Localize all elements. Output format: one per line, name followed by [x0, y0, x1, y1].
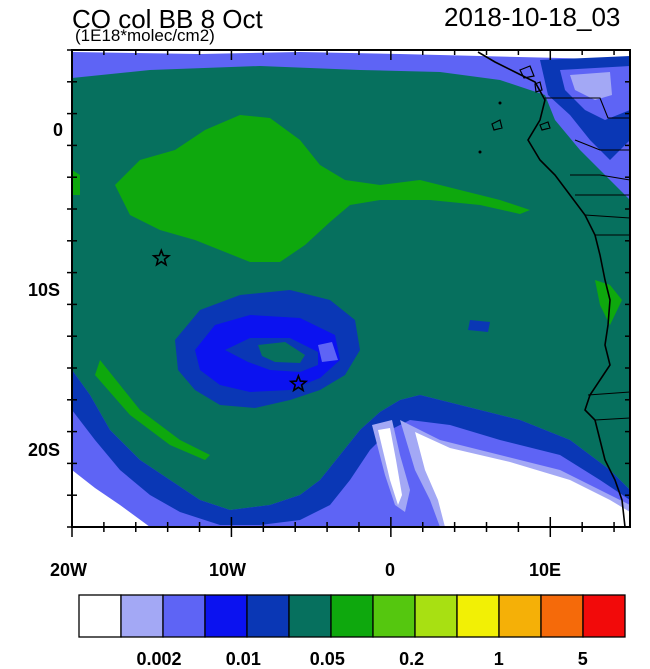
colorbar-box	[582, 594, 626, 638]
colorbar-box	[372, 594, 416, 638]
xtick-label: 0	[385, 560, 396, 580]
colorbar-label: 5	[577, 649, 588, 669]
colorbar-box	[498, 594, 542, 638]
colorbar-label: 1	[493, 649, 504, 669]
colorbar	[78, 594, 626, 638]
ytick-label: 0	[53, 120, 64, 140]
star-marker	[151, 248, 172, 267]
colorbar-box	[540, 594, 584, 638]
borders	[545, 97, 631, 421]
xtick-label: 10E	[529, 560, 562, 580]
colorbar-label: 0.002	[136, 649, 182, 669]
colorbar-label: 0.05	[309, 649, 345, 669]
axis-ticks	[67, 49, 630, 537]
map-frame	[71, 49, 631, 528]
xtick-label: 20W	[50, 560, 88, 580]
colorbar-label: 0.01	[225, 649, 261, 669]
colorbar-box	[288, 594, 332, 638]
colorbar-box	[414, 594, 458, 638]
coastline	[477, 51, 626, 528]
colorbar-label: 0.2	[399, 649, 425, 669]
colorbar-box	[330, 594, 374, 638]
units-label: (1E18*molec/cm2)	[75, 26, 215, 45]
map-title: CO col BB 8 Oct	[72, 4, 263, 34]
markers	[151, 248, 309, 393]
colorbar-box	[120, 594, 164, 638]
xtick-label: 10W	[209, 560, 247, 580]
ytick-label: 10S	[28, 280, 61, 300]
islands	[491, 65, 551, 131]
colorbar-box	[204, 594, 248, 638]
colorbar-box	[246, 594, 290, 638]
map-date: 2018-10-18_03	[444, 2, 621, 32]
ytick-label: 20S	[28, 440, 61, 460]
colorbar-box	[78, 594, 122, 638]
star-marker	[288, 373, 309, 393]
field-layer	[72, 50, 630, 527]
colorbar-box	[456, 594, 500, 638]
colorbar-box	[162, 594, 206, 638]
